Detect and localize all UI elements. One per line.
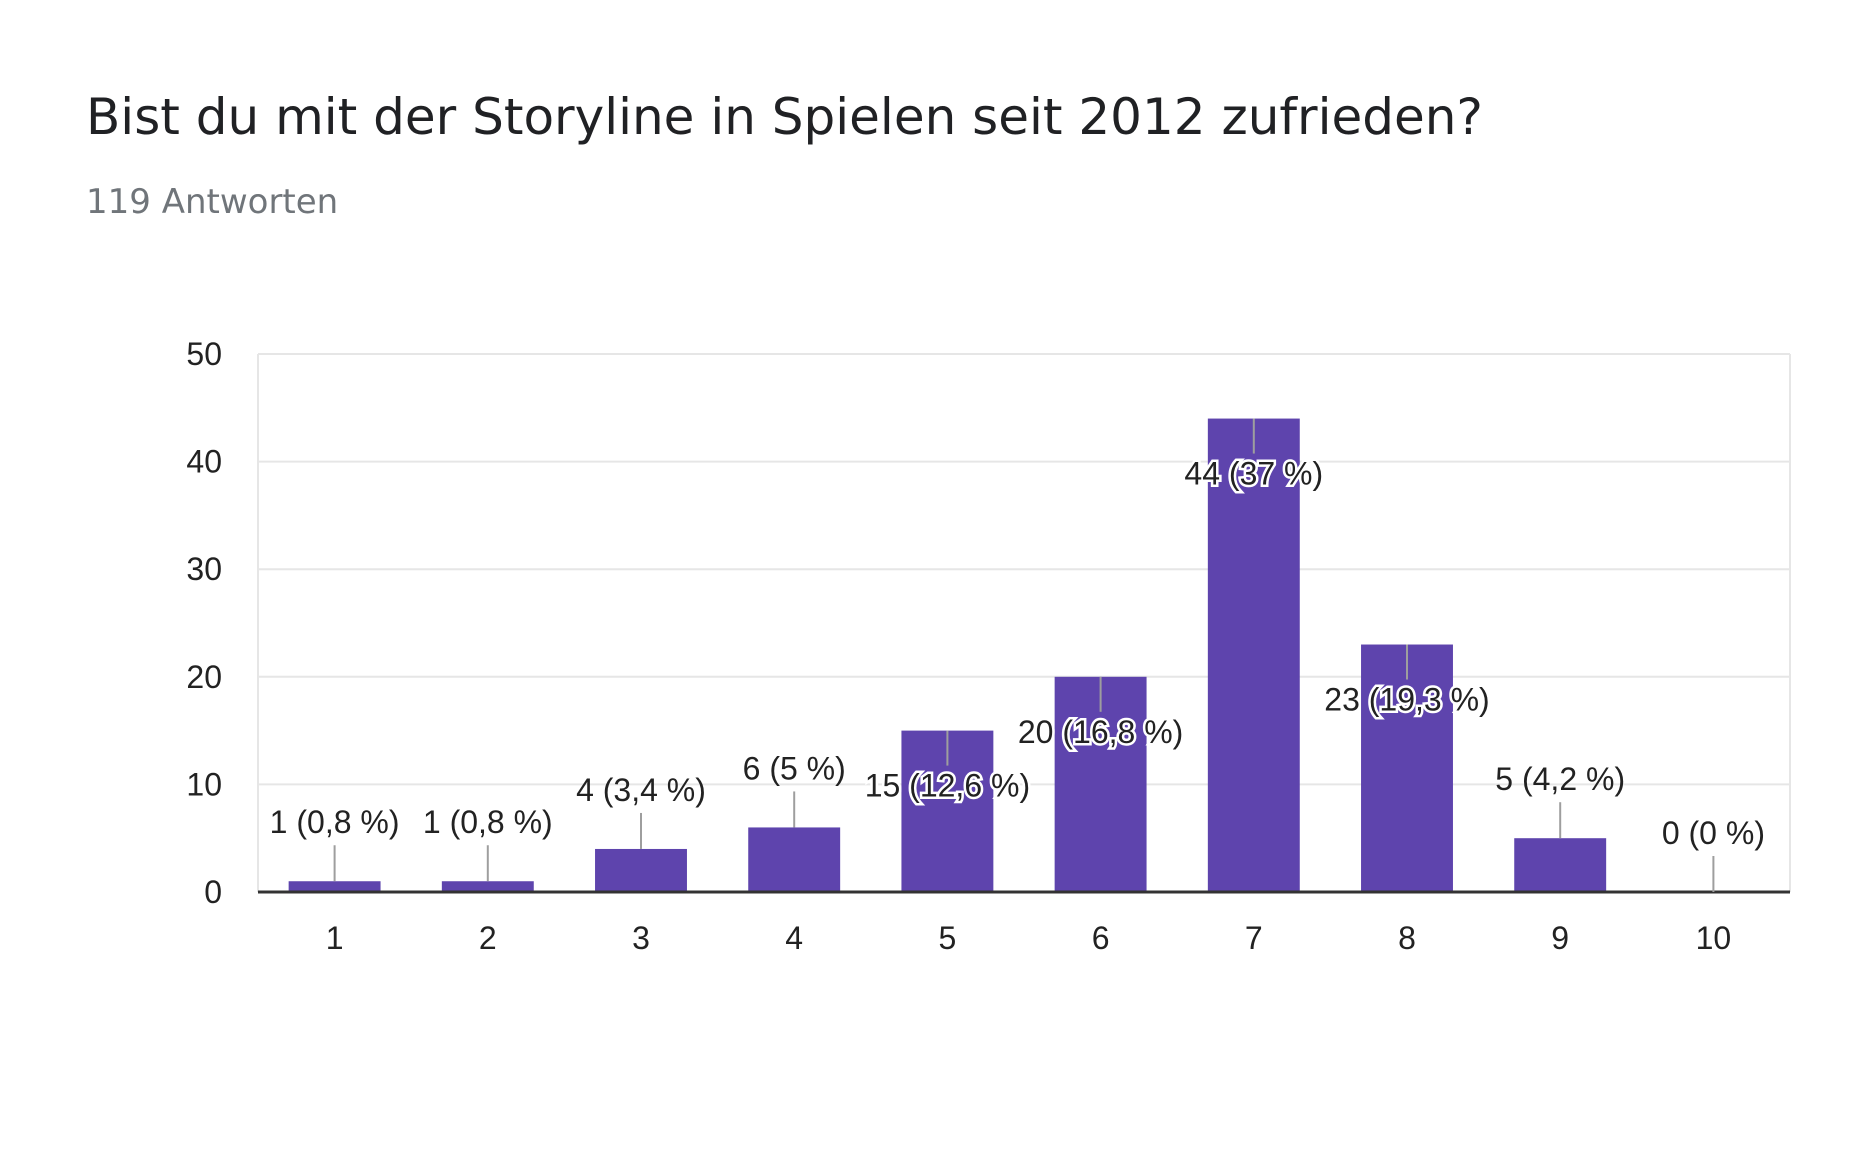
- x-tick-label-2: 2: [479, 920, 497, 956]
- x-tick-label-7: 7: [1245, 920, 1263, 956]
- bar-2: [441, 881, 534, 892]
- bars: [288, 418, 1607, 892]
- y-tick-label-40: 40: [186, 444, 222, 480]
- bar-7: [1207, 418, 1300, 892]
- data-label-6: 20 (16,8 %): [1018, 714, 1183, 750]
- data-label-7: 44 (37 %): [1184, 456, 1323, 492]
- chart-title: Bist du mit der Storyline in Spielen sei…: [86, 88, 1483, 146]
- x-tick-label-5: 5: [939, 920, 957, 956]
- x-tick-label-1: 1: [326, 920, 344, 956]
- bar-3: [595, 848, 687, 892]
- data-label-9: 5 (4,2 %): [1495, 761, 1625, 797]
- x-axis-ticks: 1 2 3 4 5 6 7 8 9 10: [326, 920, 1731, 956]
- y-tick-label-20: 20: [186, 659, 222, 695]
- data-label-8: 23 (19,3 %): [1324, 682, 1489, 718]
- response-count: 119 Antworten: [86, 182, 339, 222]
- x-tick-label-8: 8: [1398, 920, 1416, 956]
- x-tick-label-4: 4: [785, 920, 803, 956]
- data-label-4: 6 (5 %): [743, 750, 846, 786]
- x-tick-label-9: 9: [1551, 920, 1569, 956]
- bar-4: [748, 827, 841, 892]
- x-tick-label-6: 6: [1092, 920, 1110, 956]
- y-tick-label-10: 10: [186, 766, 222, 802]
- y-tick-label-50: 50: [186, 336, 222, 372]
- data-label-1: 1 (0,8 %): [270, 804, 400, 840]
- data-labels: 1 (0,8 %) 1 (0,8 %) 4 (3,4 %) 6 (5 %) 15 (12…: [270, 418, 1765, 892]
- bar-6: [1054, 676, 1147, 892]
- data-label-5: 15 (12,6 %): [865, 768, 1030, 804]
- data-label-3: 4 (3,4 %): [576, 772, 706, 808]
- data-label-10: 0 (0 %): [1662, 815, 1765, 851]
- y-tick-label-0: 0: [204, 874, 222, 910]
- bar-8: [1361, 644, 1453, 892]
- bar-1: [288, 881, 381, 892]
- gridlines: [257, 353, 1791, 892]
- y-axis-ticks: 0 10 20 30 40 50: [186, 336, 222, 910]
- x-tick-label-3: 3: [632, 920, 650, 956]
- x-tick-label-10: 10: [1696, 920, 1732, 956]
- y-tick-label-30: 30: [186, 551, 222, 587]
- data-label-2: 1 (0,8 %): [423, 804, 553, 840]
- bar-9: [1514, 838, 1607, 892]
